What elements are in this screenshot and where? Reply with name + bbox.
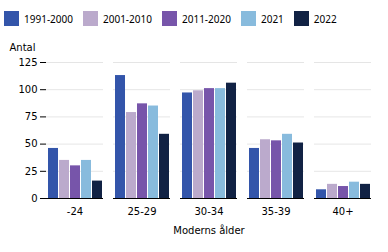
svg-text:-24: -24 (67, 206, 83, 217)
svg-text:25: 25 (25, 166, 38, 177)
html-text:2011-2020: 2011-2020 (182, 11, 231, 26)
html-text:2001-2010: 2001-2010 (103, 11, 152, 26)
svg-text:40+: 40+ (332, 206, 353, 217)
svg-text:75: 75 (25, 111, 38, 122)
html-text:1991-2000: 1991-2000 (24, 11, 73, 26)
svg-text:Antal: Antal (10, 42, 36, 53)
svg-text:25-29: 25-29 (127, 206, 156, 217)
svg-text:50: 50 (25, 138, 38, 149)
html-text:2022: 2022 (313, 11, 337, 26)
svg-text:125: 125 (18, 57, 37, 68)
svg-text:Moderns ålder: Moderns ålder (173, 224, 245, 236)
svg-text:0: 0 (31, 193, 37, 204)
html-text:2021: 2021 (261, 11, 284, 26)
svg-text:35-39: 35-39 (261, 206, 290, 217)
svg-text:100: 100 (18, 84, 37, 95)
svg-text:30-34: 30-34 (194, 206, 223, 217)
